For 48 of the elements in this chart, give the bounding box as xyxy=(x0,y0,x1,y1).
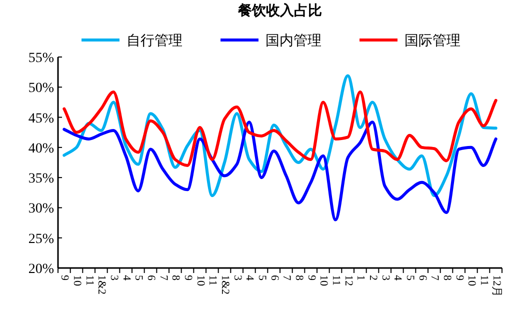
y-tick-label: 20% xyxy=(28,262,54,277)
x-tick-label: 11 xyxy=(206,275,219,286)
x-tick-label: 5 xyxy=(404,275,416,281)
x-tick-label: 5 xyxy=(132,275,145,281)
x-tick-label: 10 xyxy=(194,275,206,286)
x-tick-label: 10 xyxy=(318,275,330,286)
x-tick-label: 7 xyxy=(280,275,293,281)
x-tick-label: 9 xyxy=(453,275,466,281)
legend-label: 国际管理 xyxy=(404,33,460,49)
x-tick-label: 8 xyxy=(170,275,182,281)
x-tick-label: 2 xyxy=(366,275,379,280)
x-tick-label: 10 xyxy=(70,275,83,286)
y-tick-label: 55% xyxy=(28,51,54,66)
x-tick-label: 9 xyxy=(58,275,71,281)
y-tick-label: 45% xyxy=(28,111,54,126)
y-tick-label: 30% xyxy=(28,202,54,217)
x-tick-label: 1&2 xyxy=(218,275,231,295)
x-tick-label: 3 xyxy=(231,275,244,281)
chart-title: 餐饮收入占比 xyxy=(237,3,322,19)
x-tick-label: 1 xyxy=(354,275,367,280)
x-tick-label: 4 xyxy=(392,275,404,281)
x-tick-label: 12月 xyxy=(490,275,502,297)
x-tick-label: 6 xyxy=(416,275,428,281)
x-tick-label: 6 xyxy=(268,275,280,281)
x-tick-label: 3 xyxy=(379,275,392,281)
x-tick-label: 10 xyxy=(466,275,478,286)
legend-label: 国内管理 xyxy=(266,33,322,49)
x-tick-label: 3 xyxy=(108,275,120,281)
y-tick-label: 35% xyxy=(28,172,54,187)
x-tick-label: 9 xyxy=(305,275,318,281)
x-tick-label: 5 xyxy=(256,275,268,281)
x-tick-label: 4 xyxy=(244,275,256,281)
x-tick-label: 12 xyxy=(342,275,354,286)
x-tick-label: 7 xyxy=(428,275,441,281)
y-tick-label: 25% xyxy=(28,232,54,247)
x-tick-label: 11 xyxy=(83,275,96,286)
x-tick-label: 7 xyxy=(157,275,170,281)
x-tick-label: 11 xyxy=(478,275,490,286)
legend-label: 自行管理 xyxy=(126,33,182,49)
x-tick-label: 9 xyxy=(182,275,194,281)
y-tick-label: 50% xyxy=(28,81,54,96)
x-tick-label: 6 xyxy=(144,275,157,281)
x-tick-label: 8 xyxy=(292,275,305,281)
y-tick-label: 40% xyxy=(28,141,54,156)
x-tick-label: 11 xyxy=(330,275,342,286)
x-tick-label: 4 xyxy=(120,275,132,281)
x-tick-label: 8 xyxy=(440,275,453,281)
x-tick-label: 1&2 xyxy=(96,275,108,295)
